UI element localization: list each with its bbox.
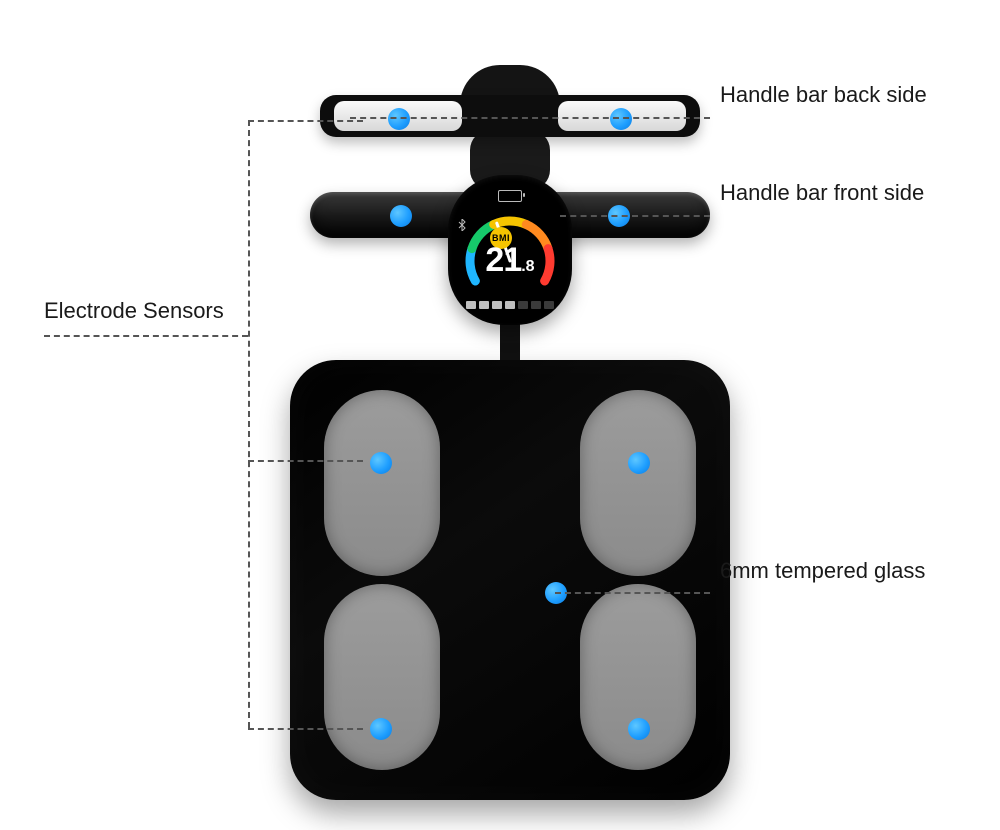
leader-handle-back	[350, 117, 710, 119]
label-handle-front: Handle bar front side	[720, 180, 924, 206]
bmi-value-dec: .8	[521, 258, 534, 275]
electrodes-branch-1	[248, 460, 363, 462]
foot-pad-top-right	[580, 390, 696, 576]
label-electrodes: Electrode Sensors	[44, 298, 224, 324]
electrodes-branch-0	[248, 120, 363, 122]
callout-dot-pad-bl	[370, 718, 392, 740]
bmi-value-int: 21	[485, 241, 521, 279]
segment-3	[505, 301, 515, 309]
callout-dot-pad-tr	[628, 452, 650, 474]
callout-dot-pad-tl	[370, 452, 392, 474]
callout-dot-bar-front-left	[390, 205, 412, 227]
electrodes-trunk	[248, 120, 250, 728]
foot-pad-bottom-right	[580, 584, 696, 770]
callout-dot-bar-back-left	[388, 108, 410, 130]
infographic-canvas: BMI 21.8 Handle bar back side Handle bar…	[0, 0, 1000, 830]
foot-pad-bottom-left	[324, 584, 440, 770]
display-head: BMI 21.8	[448, 175, 572, 325]
bmi-value: 21.8	[448, 241, 572, 280]
leader-glass	[555, 592, 710, 594]
segment-2	[492, 301, 502, 309]
leader-handle-front	[560, 215, 710, 217]
segment-4	[518, 301, 528, 309]
segment-6	[544, 301, 554, 309]
callout-dot-bar-back-right	[610, 108, 632, 130]
segment-5	[531, 301, 541, 309]
label-handle-back: Handle bar back side	[720, 82, 927, 108]
scale-platform	[290, 360, 730, 800]
label-glass: 6mm tempered glass	[720, 558, 925, 584]
handle-bar-back	[320, 95, 700, 137]
electrodes-branch-2	[248, 728, 363, 730]
segment-1	[479, 301, 489, 309]
progress-segments	[466, 301, 554, 309]
callout-dot-pad-br	[628, 718, 650, 740]
status-bar	[448, 189, 572, 203]
battery-icon	[498, 190, 522, 202]
segment-0	[466, 301, 476, 309]
foot-pad-top-left	[324, 390, 440, 576]
electrodes-link	[44, 335, 248, 337]
